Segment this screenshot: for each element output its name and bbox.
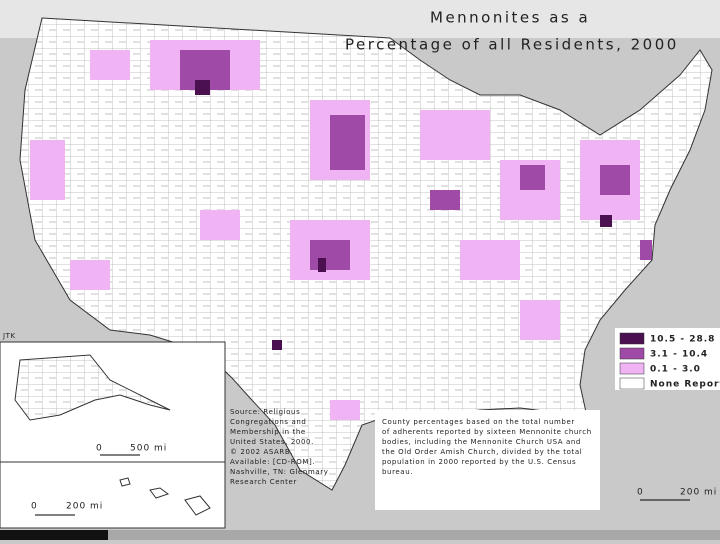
source-line: United States, 2000.: [230, 438, 314, 446]
county-shade: [430, 190, 460, 210]
note-box: [375, 410, 600, 510]
bottom-strip: [0, 530, 720, 540]
source-line: Nashville, TN: Glenmary: [230, 468, 328, 476]
county-shade: [520, 300, 560, 340]
scale-start: 0: [96, 444, 103, 454]
source-line: Congregations and: [230, 418, 306, 426]
source-line: Membership in the: [230, 428, 306, 436]
legend-swatch: [619, 347, 645, 360]
scale-end: 200 mi: [66, 502, 103, 512]
bottom-bar: [0, 530, 108, 540]
county-shade: [200, 210, 240, 240]
legend-swatch: [619, 332, 645, 345]
source-line: © 2002 ASARB.: [230, 448, 293, 456]
county-shade: [600, 165, 630, 195]
county-shade: [460, 240, 520, 280]
note-line: bureau.: [382, 468, 413, 476]
scale-start: 0: [31, 502, 38, 512]
county-shade: [272, 340, 282, 350]
source-line: Available: [CD-ROM].: [230, 458, 315, 466]
scale-start: 0: [637, 488, 644, 498]
note: County percentages based on the total nu…: [375, 410, 600, 510]
credit: JTK: [2, 332, 16, 340]
note-line: bodies, including the Mennonite Church U…: [382, 438, 581, 446]
legend-swatch: [619, 362, 645, 375]
source-line: Research Center: [230, 478, 297, 486]
legend-label: 3.1 - 10.4: [650, 350, 708, 360]
county-shade: [600, 215, 612, 227]
hawaii: [119, 477, 211, 516]
county-shades: [30, 40, 652, 420]
county-shade: [318, 258, 326, 272]
county-shade: [330, 400, 360, 420]
scale-end: 500 mi: [130, 444, 167, 454]
county-shade: [420, 110, 490, 160]
county-shade: [520, 165, 545, 190]
source-line: Source: Religious: [230, 408, 300, 416]
legend-label: 10.5 - 28.8: [650, 335, 715, 345]
county-shade: [70, 260, 110, 290]
county-shade: [30, 140, 65, 200]
scale-bars: 0 500 mi 0 200 mi 0 200 mi: [31, 444, 717, 516]
note-line: County percentages based on the total nu…: [382, 418, 575, 426]
hawaii-inset: [0, 461, 226, 529]
note-line: the Old Order Amish Church, divided by t…: [382, 448, 582, 456]
note-line: population in 2000 reported by the U.S. …: [382, 458, 576, 466]
alaska: [14, 354, 171, 421]
title-line: Mennonites as a: [430, 9, 590, 27]
source: Source: Religious Congregations and Member…: [230, 408, 328, 486]
legend-label: 0.1 - 3.0: [650, 365, 701, 375]
county-shade: [310, 240, 350, 270]
county-shade: [640, 240, 652, 260]
note-line: of adherents reported by sixteen Mennoni…: [382, 428, 592, 436]
legend: 10.5 - 28.8 3.1 - 10.4 0.1 - 3.0 None Repor…: [615, 328, 720, 390]
scale-end: 200 mi: [680, 488, 717, 498]
legend-label: None Report: [650, 380, 720, 390]
title-line: Percentage of all Residents, 2000: [345, 36, 679, 54]
county-shade: [195, 80, 210, 95]
county-shade: [330, 115, 365, 170]
county-shade: [90, 50, 130, 80]
legend-swatch: [619, 377, 645, 390]
